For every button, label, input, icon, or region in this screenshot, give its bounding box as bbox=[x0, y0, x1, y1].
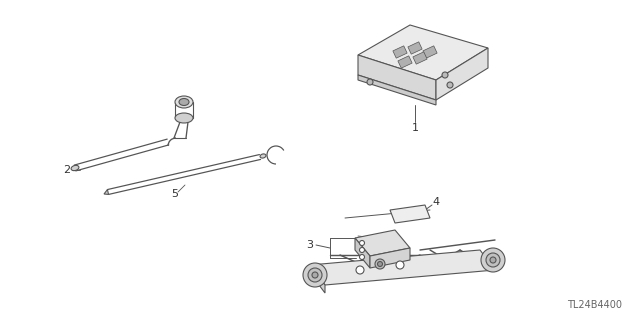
Text: 1: 1 bbox=[412, 123, 419, 133]
Polygon shape bbox=[104, 189, 109, 195]
Circle shape bbox=[312, 272, 318, 278]
Circle shape bbox=[303, 263, 327, 287]
Text: 2: 2 bbox=[63, 165, 70, 175]
Text: 3: 3 bbox=[307, 240, 314, 250]
Circle shape bbox=[486, 253, 500, 267]
Circle shape bbox=[360, 248, 365, 253]
Circle shape bbox=[442, 72, 448, 78]
Ellipse shape bbox=[260, 154, 266, 158]
Polygon shape bbox=[436, 48, 488, 100]
Circle shape bbox=[308, 268, 322, 282]
Polygon shape bbox=[310, 265, 325, 293]
Polygon shape bbox=[423, 46, 437, 58]
Circle shape bbox=[396, 261, 404, 269]
Polygon shape bbox=[355, 230, 410, 256]
Text: 4: 4 bbox=[433, 197, 440, 207]
Polygon shape bbox=[355, 238, 370, 268]
Circle shape bbox=[447, 82, 453, 88]
Polygon shape bbox=[358, 55, 436, 100]
Ellipse shape bbox=[179, 99, 189, 106]
Polygon shape bbox=[370, 248, 410, 268]
Polygon shape bbox=[393, 46, 407, 58]
Polygon shape bbox=[310, 250, 495, 285]
Polygon shape bbox=[358, 25, 488, 80]
Polygon shape bbox=[358, 75, 436, 105]
Ellipse shape bbox=[71, 165, 79, 171]
Circle shape bbox=[375, 259, 385, 269]
Text: 5: 5 bbox=[172, 189, 179, 199]
Polygon shape bbox=[390, 205, 430, 223]
Ellipse shape bbox=[175, 113, 193, 123]
Text: TL24B4400: TL24B4400 bbox=[568, 300, 623, 310]
Polygon shape bbox=[413, 52, 427, 64]
Circle shape bbox=[481, 248, 505, 272]
Polygon shape bbox=[398, 56, 412, 68]
Circle shape bbox=[367, 79, 373, 85]
Polygon shape bbox=[408, 42, 422, 54]
Circle shape bbox=[378, 262, 383, 266]
Circle shape bbox=[490, 257, 496, 263]
Circle shape bbox=[360, 241, 365, 246]
Circle shape bbox=[360, 255, 365, 259]
Circle shape bbox=[356, 266, 364, 274]
Ellipse shape bbox=[175, 96, 193, 108]
